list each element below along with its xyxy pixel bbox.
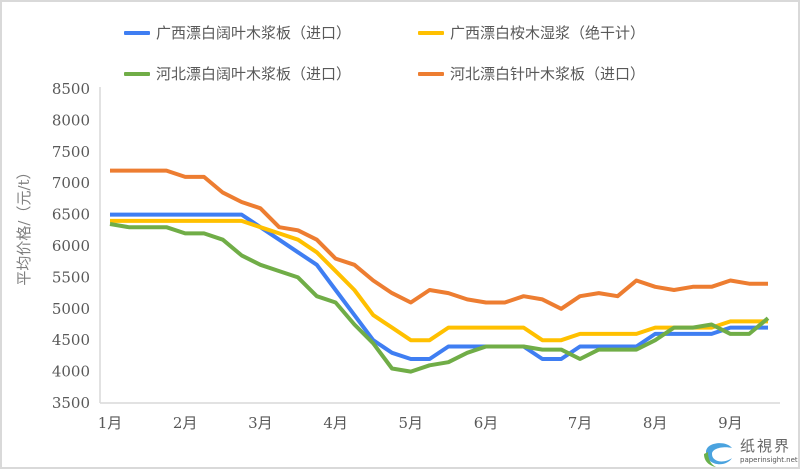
legend-swatch	[418, 72, 444, 76]
paperinsight-logo-icon	[704, 443, 732, 467]
legend-item-hebei-hardwood: 河北漂白阔叶木浆板（进口）	[124, 65, 351, 83]
y-tick-label: 6500	[52, 206, 90, 224]
series-line-3	[110, 168, 768, 311]
x-tick-label: 4月	[323, 414, 348, 432]
y-tick-label: 6000	[52, 237, 90, 255]
y-tick-label: 7500	[52, 143, 90, 161]
legend-label: 广西漂白桉木湿浆（绝干计）	[450, 24, 646, 42]
x-tick-label: 9月	[718, 414, 743, 432]
y-tick-label: 3500	[52, 394, 90, 412]
x-tick-label: 6月	[474, 414, 499, 432]
legend-item-guangxi-hardwood: 广西漂白阔叶木浆板（进口）	[124, 24, 351, 42]
y-tick-label: 4500	[52, 331, 90, 349]
legend-swatch	[418, 31, 444, 35]
legend-label: 广西漂白阔叶木浆板（进口）	[156, 24, 352, 42]
legend-item-guangxi-eucalyptus: 广西漂白桉木湿浆（绝干计）	[418, 24, 645, 42]
y-tick-label: 7000	[52, 174, 90, 192]
x-tick-label: 2月	[173, 414, 198, 432]
legend-swatch	[124, 31, 150, 35]
legend-label: 河北漂白阔叶木浆板（进口）	[156, 65, 352, 83]
legend-item-hebei-softwood: 河北漂白针叶木浆板（进口）	[418, 65, 645, 83]
y-tick-label: 5000	[52, 300, 90, 318]
series-line-2	[109, 222, 770, 374]
x-tick-label: 5月	[399, 414, 424, 432]
watermark-url: paperinsight.net	[740, 456, 798, 464]
legend-label: 河北漂白针叶木浆板（进口）	[450, 65, 646, 83]
y-tick-label: 5500	[52, 268, 90, 286]
x-tick-label: 3月	[248, 414, 273, 432]
y-tick-label: 4000	[52, 363, 90, 381]
series-line-0	[110, 212, 768, 361]
series-line-1	[110, 218, 768, 343]
x-tick-label: 7月	[568, 414, 593, 432]
y-tick-label: 8500	[52, 80, 90, 98]
y-tick-label: 8000	[52, 111, 90, 129]
legend-swatch	[124, 72, 150, 76]
x-tick-label: 1月	[98, 414, 123, 432]
watermark-name: 纸視界	[740, 437, 792, 455]
x-tick-label: 8月	[643, 414, 668, 432]
